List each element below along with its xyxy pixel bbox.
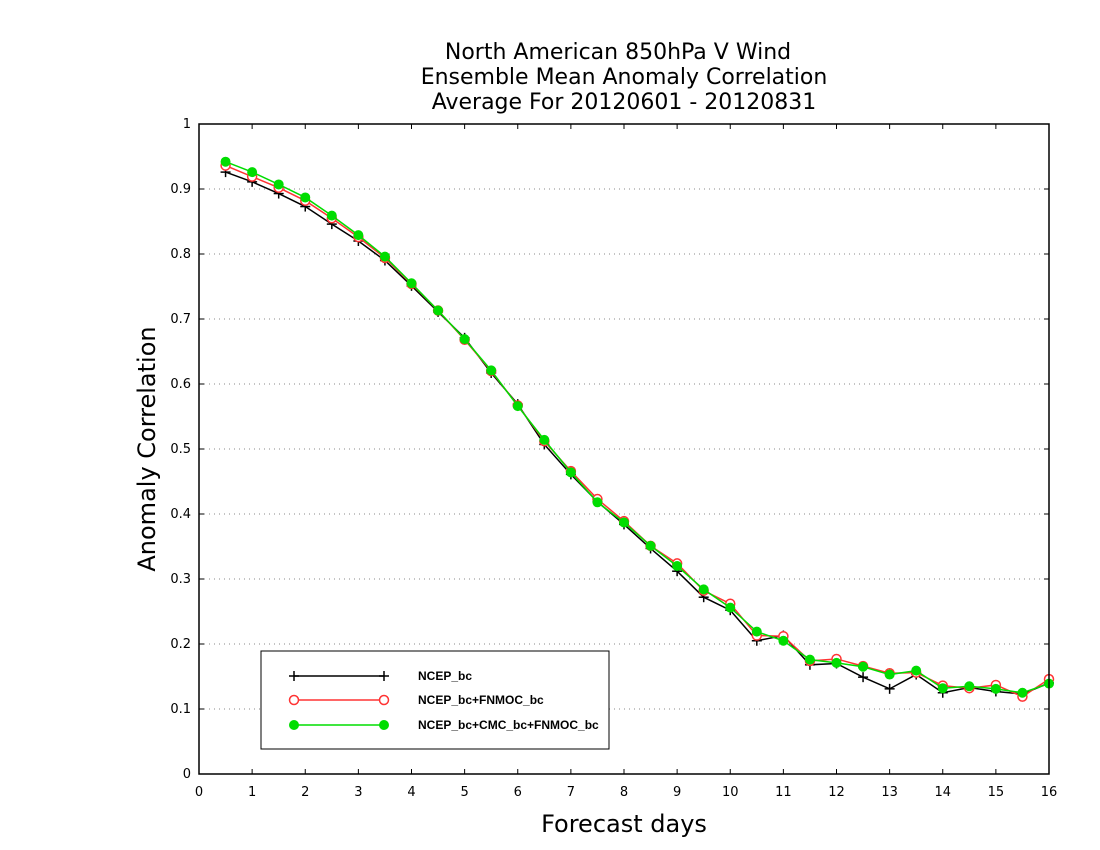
y-tick-label: 0.6 [170,377,191,392]
data-point [592,497,603,508]
data-point [884,683,895,694]
legend-marker [379,671,389,681]
y-tick-label: 0.3 [170,572,191,587]
data-point [911,665,922,676]
data-point [804,654,815,665]
data-point [565,467,576,478]
data-point [433,305,444,316]
chart-title-line-2: Ensemble Mean Anomaly Correlation [421,65,828,90]
legend-label: NCEP_bc [418,669,472,683]
legend-marker [379,720,389,730]
y-tick-labels: 0 0.1 0.2 0.3 0.4 0.5 0.6 0.7 0.8 0.9 1 [170,117,191,782]
y-tick-label: 0.4 [170,507,191,522]
legend: NCEP_bc NCEP_bc+FNMOC_bc NCEP_bc+CMC_bc+FN… [260,650,610,750]
x-tick-label: 0 [195,785,203,800]
legend-marker [289,671,299,681]
legend-label: NCEP_bc+FNMOC_bc [418,693,544,707]
data-point [778,635,789,646]
data-point [619,517,629,528]
series-3 [220,156,1054,698]
series-1 [220,167,1054,700]
data-point [725,602,736,613]
data-point [512,401,523,412]
chart-title-line-1: North American 850hPa V Wind [445,40,791,65]
data-point [353,230,364,241]
series-line [225,161,1050,694]
legend-entry: NCEP_bc+FNMOC_bc [288,693,544,707]
data-point [326,210,337,221]
y-tick-label: 1 [183,117,191,132]
data-point [858,672,869,683]
data-point [645,540,656,551]
plot-frame [198,123,1050,775]
data-point [539,434,550,445]
x-tick-label: 14 [934,785,951,800]
y-tick-label: 0.2 [170,637,191,652]
data-point [406,278,417,289]
data-point [459,334,470,345]
data-point [937,683,948,694]
x-tick-labels: 0 1 2 3 4 5 6 7 8 9 10 11 12 13 14 15 16 [195,785,1057,800]
data-point [831,657,842,668]
series-line [225,164,1050,698]
y-axis-label: Anomaly Correlation [133,326,161,571]
series-line [225,171,1050,695]
data-point [379,251,390,262]
data-point [300,192,311,203]
x-tick-label: 1 [248,785,256,800]
gridlines [199,188,1049,710]
data-point [247,167,258,178]
x-tick-label: 4 [407,785,415,800]
y-tick-label: 0.1 [170,702,191,717]
x-tick-label: 5 [460,785,468,800]
y-tick-label: 0.9 [170,182,191,197]
legend-marker [378,694,390,706]
y-tick-label: 0 [183,767,191,782]
data-point [964,681,975,692]
y-tick-label: 0.7 [170,312,191,327]
chart-title-line-3: Average For 20120601 - 20120831 [432,90,817,115]
data-point [884,669,895,680]
series-lines [220,156,1055,702]
x-tick-label: 15 [988,785,1005,800]
x-tick-label: 9 [673,785,681,800]
data-point [220,156,231,167]
legend-entry: NCEP_bc [289,669,472,683]
legend-marker [288,694,300,706]
x-tick-label: 2 [301,785,309,800]
data-point [751,626,762,637]
data-point [672,561,683,571]
data-point [486,365,497,376]
x-tick-label: 6 [514,785,522,800]
legend-marker [289,720,299,730]
x-tick-label: 3 [354,785,362,800]
x-tick-label: 13 [881,785,898,800]
data-point [273,179,284,190]
x-tick-label: 8 [620,785,628,800]
x-tick-label: 16 [1041,785,1058,800]
x-tick-label: 10 [722,785,739,800]
legend-label: NCEP_bc+CMC_bc+FNMOC_bc [418,718,599,732]
data-point [698,584,709,595]
legend-entry: NCEP_bc+CMC_bc+FNMOC_bc [289,718,599,732]
x-axis-label: Forecast days [541,810,707,838]
x-tick-label: 7 [567,785,575,800]
data-point [858,661,869,672]
y-tick-label: 0.8 [170,247,191,262]
x-tick-label: 11 [775,785,792,800]
x-tick-label: 12 [828,785,845,800]
data-point [1017,687,1028,698]
series-2 [220,160,1055,702]
data-point [990,683,1001,694]
y-tick-label: 0.5 [170,442,191,457]
